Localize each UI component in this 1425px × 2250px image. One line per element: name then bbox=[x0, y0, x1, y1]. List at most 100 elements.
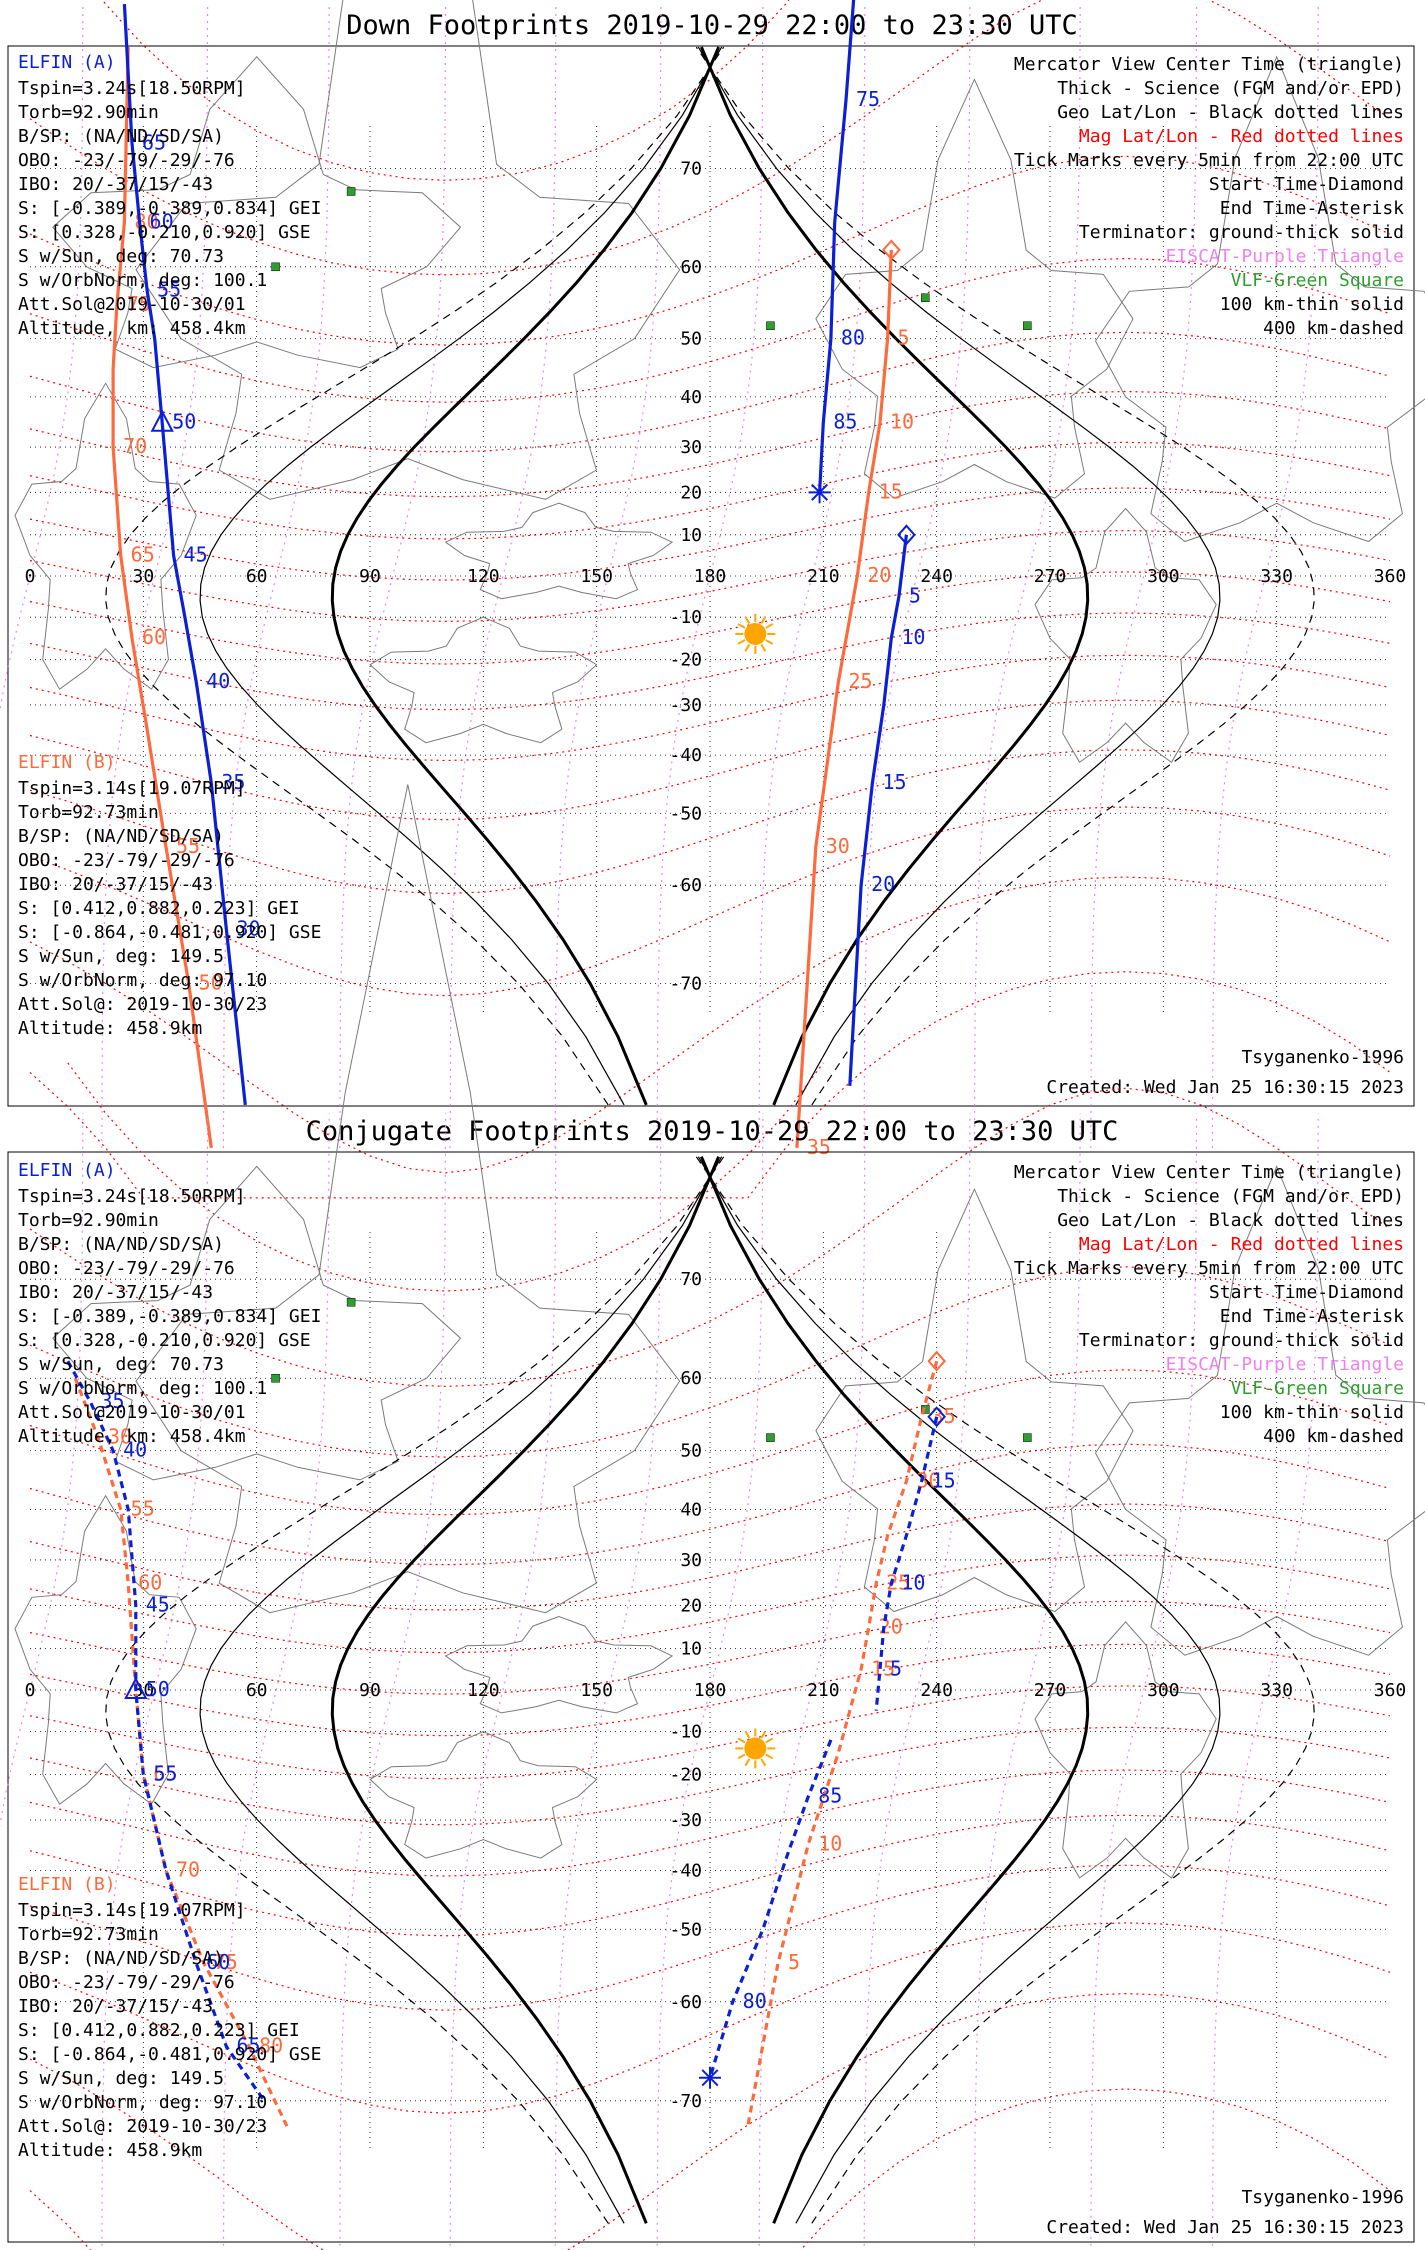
track-tick-label: 40 bbox=[206, 669, 230, 693]
track-tick-label: 60 bbox=[138, 1570, 162, 1594]
track-tick-label: 60 bbox=[142, 625, 166, 649]
legend-item: Tick Marks every 5min from 22:00 UTC bbox=[1014, 1258, 1404, 1279]
elfin-b-info-line: S w/Sun, deg: 149.5 bbox=[18, 946, 224, 967]
lon-tick-label: 240 bbox=[920, 1680, 953, 1701]
elfin-a-info-line: Altitude, km: 458.4km bbox=[18, 318, 246, 339]
track-tick-label: 5 bbox=[909, 584, 921, 608]
legend: Mercator View Center Time (triangle) Thic… bbox=[1014, 1162, 1404, 1447]
mag-lon-line bbox=[973, 4, 1081, 1148]
track-tick-label: 65 bbox=[131, 542, 155, 566]
elfin-a-info-line: Torb=92.90min bbox=[18, 102, 159, 123]
elfin-b-info-line: Att.Sol@: 2019-10-30/23 bbox=[18, 994, 267, 1015]
elfin-a-info-line: IBO: 20/-37/15/-43 bbox=[18, 174, 213, 195]
vlf-station-marker bbox=[766, 1433, 775, 1442]
terminator-ground bbox=[330, 1156, 720, 2224]
elfin-b-info-line: S w/OrbNorm, deg: 97.10 bbox=[18, 970, 267, 991]
mag-lon-line bbox=[863, 1113, 971, 2250]
coastline bbox=[135, 0, 681, 500]
elfin-b-info-line: Torb=92.73min bbox=[18, 802, 159, 823]
coastline bbox=[815, 1187, 1134, 1613]
elfin-a-info-line: B/SP: (NA/ND/SD/SA) bbox=[18, 1234, 224, 1255]
lat-tick-label: -20 bbox=[669, 1764, 702, 1785]
track-tick-label: 10 bbox=[890, 410, 914, 434]
end-asterisk-icon bbox=[808, 481, 831, 504]
start-diamond-icon bbox=[927, 1350, 947, 1372]
mag-lat-line bbox=[29, 2088, 1391, 2250]
track-tick-label: 10 bbox=[818, 1832, 842, 1856]
terminator-400km bbox=[105, 1156, 725, 2224]
mag-lat-line bbox=[29, 1685, 1391, 1780]
mag-lon-line bbox=[1211, 4, 1319, 1148]
elfin-a-info-line: S w/Sun, deg: 70.73 bbox=[18, 1354, 224, 1375]
elfin-a-info: ELFIN (A) Tspin=3.24s[18.50RPM] Torb=92.9… bbox=[18, 1160, 321, 1447]
track-tick-label: 35 bbox=[100, 1389, 124, 1413]
lon-tick-label: 0 bbox=[25, 566, 36, 587]
lat-tick-label: 30 bbox=[680, 437, 702, 458]
elfin-b-info-line: OBO: -23/-79/-29/-76 bbox=[18, 1972, 235, 1993]
lon-tick-label: 270 bbox=[1034, 1680, 1067, 1701]
elfin-b-info-line: OBO: -23/-79/-29/-76 bbox=[18, 850, 235, 871]
lon-tick-label: 180 bbox=[694, 1680, 727, 1701]
legend-item: End Time-Asterisk bbox=[1220, 198, 1404, 219]
lat-tick-label: 10 bbox=[680, 525, 702, 546]
lat-tick-label: -60 bbox=[669, 875, 702, 896]
map-frame bbox=[7, 1151, 1415, 2243]
elfin-a-info-line: Att.Sol@2019-10-30/01 bbox=[18, 294, 246, 315]
legend-item: 400 km-dashed bbox=[1263, 1426, 1404, 1447]
mag-lon-line bbox=[339, 1113, 447, 2250]
coastline bbox=[1094, 55, 1425, 543]
lat-tick-label: 60 bbox=[680, 1368, 702, 1389]
elfin-a-info-line: OBO: -23/-79/-29/-76 bbox=[18, 1258, 235, 1279]
track-tick-label: 55 bbox=[176, 834, 200, 858]
mag-lat-line bbox=[29, 1769, 1391, 1877]
coastline bbox=[1034, 507, 1217, 764]
lat-tick-label: -40 bbox=[669, 745, 702, 766]
coastline bbox=[444, 1615, 674, 1714]
track-tick-label: 60 bbox=[206, 1950, 230, 1974]
lon-tick-label: 60 bbox=[246, 1680, 268, 1701]
legend-item: Start Time-Diamond bbox=[1209, 1282, 1404, 1303]
start-diamond-icon bbox=[881, 239, 901, 261]
legend-item: Terminator: ground-thick solid bbox=[1079, 1330, 1404, 1351]
lat-tick-label: -30 bbox=[669, 1810, 702, 1831]
track-tick-label: 45 bbox=[184, 542, 208, 566]
elfin-b-info-line: S: [0.412,0.882,0.223] GEI bbox=[18, 2020, 300, 2041]
track-tick-label: 20 bbox=[871, 872, 895, 896]
mag-lat-line bbox=[29, 571, 1391, 665]
elfin-a-info-line: S: [0.328,-0.210,0.920] GSE bbox=[18, 222, 311, 243]
start-diamond-icon bbox=[897, 524, 916, 546]
mag-lon-line bbox=[222, 4, 330, 1148]
lon-tick-label: 300 bbox=[1147, 566, 1180, 587]
elfin-a-info-line: IBO: 20/-37/15/-43 bbox=[18, 1282, 213, 1303]
elfin-a-info-line: OBO: -23/-79/-29/-76 bbox=[18, 150, 235, 171]
vlf-station-marker bbox=[921, 293, 930, 303]
lon-tick-label: 120 bbox=[467, 566, 500, 587]
coastline bbox=[14, 1494, 197, 1805]
legend-item: 100 km-thin solid bbox=[1220, 294, 1404, 315]
lat-tick-label: -20 bbox=[669, 650, 702, 671]
legend-item: VLF-Green Square bbox=[1231, 1378, 1404, 1399]
track-tick-label: 55 bbox=[157, 277, 181, 301]
lon-tick-label: 90 bbox=[359, 1680, 381, 1701]
elfin-a-track bbox=[874, 1416, 939, 1711]
mag-lon-line bbox=[222, 1113, 330, 2250]
track-tick-label: 80 bbox=[841, 326, 865, 350]
lon-tick-label: 150 bbox=[580, 566, 613, 587]
track-tick-label: 50 bbox=[199, 970, 223, 994]
track-tick-label: 40 bbox=[123, 1438, 147, 1462]
lon-tick-label: 330 bbox=[1260, 1680, 1293, 1701]
elfin-b-track bbox=[795, 249, 893, 1149]
elfin-b-info-line: S: [-0.864,-0.481,0.920] GSE bbox=[18, 922, 321, 943]
elfin-a-track bbox=[66, 1360, 266, 2102]
track-tick-label: 10 bbox=[901, 625, 925, 649]
track-tick-label: 35 bbox=[221, 770, 245, 794]
map-layer: 0 30 60 90 120 150 180 210 240 270 300 330 360 70 60 50… bbox=[0, 0, 1425, 1199]
elfin-b-info: ELFIN (B) Tspin=3.14s[19.07RPM] Torb=92.7… bbox=[18, 752, 321, 1039]
mag-lat-line bbox=[29, 1554, 1391, 1654]
lat-tick-label: 60 bbox=[680, 257, 702, 278]
created-label: Created: Wed Jan 25 16:30:15 2023 bbox=[1046, 1077, 1404, 1098]
mag-lat-line bbox=[29, 1814, 1391, 1937]
track-tick-label: 85 bbox=[833, 410, 857, 434]
mag-lon-line bbox=[101, 4, 209, 1148]
legend-item: Mag Lat/Lon - Red dotted lines bbox=[1079, 126, 1404, 147]
